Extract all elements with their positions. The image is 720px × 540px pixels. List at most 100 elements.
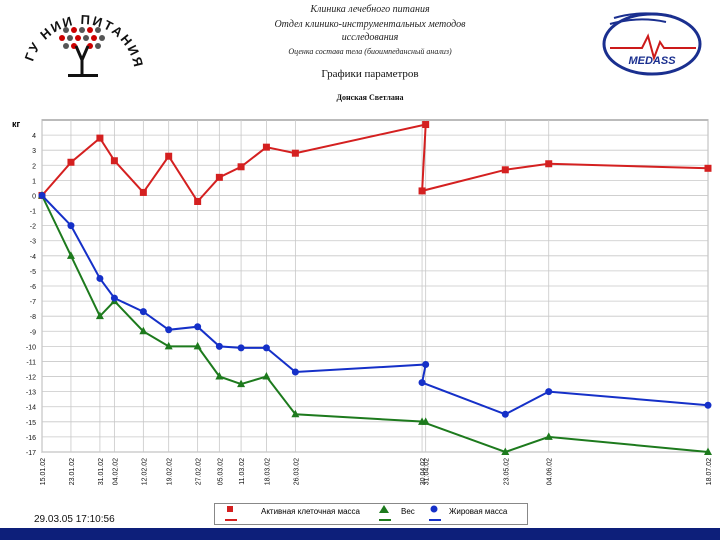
bottom-bar [0, 528, 720, 540]
legend: Активная клеточная масса Вес Жировая мас… [214, 503, 528, 525]
series-line [41, 123, 709, 204]
data-point [704, 447, 712, 455]
logo-figure [74, 45, 90, 74]
x-tick-label: 04.06.02 [547, 458, 554, 485]
data-point [66, 251, 75, 259]
x-tick-label: 15.01.02 [40, 458, 47, 485]
y-tick-label: -16 [26, 435, 36, 442]
legend-label: Жировая масса [449, 507, 508, 516]
data-point [67, 158, 75, 166]
data-point [215, 372, 224, 380]
legend-item-weight: Вес [377, 504, 417, 524]
legend-label: Активная клеточная масса [261, 507, 361, 516]
y-tick-label: -13 [26, 390, 36, 397]
header-line-3: исследования [341, 32, 399, 43]
y-tick-label: -6 [30, 284, 36, 291]
data-point [422, 360, 430, 368]
data-point [139, 326, 148, 335]
institute-logo: ГУ НИИ ПИТАНИЯ РАМН [18, 0, 145, 77]
data-point [237, 379, 246, 388]
legend-item-active-cell-mass: Активная клеточная масса [223, 504, 373, 524]
chart-subtitle: Донская Светлана [336, 93, 404, 102]
data-point [237, 163, 245, 171]
chart-title: Графики параметров [321, 68, 419, 80]
x-tick-label: 23.01.02 [69, 458, 76, 485]
x-tick-label: 23.05.02 [503, 458, 510, 485]
data-point [704, 164, 712, 172]
x-tick-label: 18.07.02 [706, 458, 713, 485]
data-point [262, 344, 270, 352]
data-point [501, 410, 509, 418]
data-point [139, 188, 147, 196]
y-tick-label: -4 [30, 254, 36, 261]
data-point [193, 341, 202, 350]
data-point [418, 379, 426, 387]
y-tick-label: -10 [26, 344, 36, 351]
medass-logo: MEDASS [602, 12, 702, 76]
data-point [215, 173, 223, 181]
x-tick-label: 18.03.02 [264, 458, 271, 485]
data-point [95, 311, 104, 320]
y-tick-label: -12 [26, 375, 36, 382]
data-point [501, 166, 509, 174]
y-tick-label: 0 [32, 193, 36, 200]
data-point [96, 134, 104, 142]
y-tick-label: 3 [32, 148, 36, 155]
data-point [139, 308, 147, 316]
data-point [545, 160, 553, 168]
y-tick-label: -15 [26, 420, 36, 427]
data-point [96, 274, 104, 282]
y-tick-label: -5 [30, 269, 36, 276]
data-point [215, 342, 223, 350]
data-point [418, 417, 427, 425]
y-tick-label: 1 [32, 178, 36, 185]
x-tick-label: 19.02.02 [167, 458, 174, 485]
data-point [237, 344, 245, 352]
data-point [262, 372, 271, 380]
y-tick-label: 2 [32, 163, 36, 170]
x-tick-label: 04.02.02 [112, 458, 119, 485]
legend-marker-triangle [379, 505, 391, 521]
x-tick-label: 26.03.02 [293, 458, 300, 485]
data-point [704, 401, 712, 409]
data-point [501, 447, 510, 455]
data-point [194, 197, 202, 205]
header-line-1: Клиника лечебного питания [310, 4, 430, 15]
y-tick-label: -14 [26, 405, 36, 412]
x-tick-label: 27.02.02 [196, 458, 203, 485]
data-point [164, 341, 173, 350]
x-tick-label: 30.04.02 [420, 458, 427, 485]
y-tick-label: -7 [30, 299, 36, 306]
timestamp: 29.03.05 17:10:56 [34, 514, 115, 525]
x-tick-label: 12.02.02 [141, 458, 148, 485]
data-point [291, 368, 299, 376]
logo-text: MEDASS [628, 55, 676, 67]
x-tick-label: 11.03.02 [239, 458, 246, 485]
x-tick-label: 31.01.02 [98, 458, 105, 485]
y-tick-label: -8 [30, 314, 36, 321]
legend-marker-circle [429, 505, 441, 521]
data-point [38, 191, 46, 199]
legend-label: Вес [401, 507, 415, 516]
y-axis-label: кг [12, 119, 21, 129]
data-point [545, 388, 553, 396]
y-tick-label: -2 [30, 224, 36, 231]
legend-marker-square [225, 506, 237, 521]
data-point [67, 222, 75, 230]
legend-item-fat-mass: Жировая масса [427, 504, 523, 524]
data-point [262, 143, 270, 151]
x-tick-label: 31.04.02 [424, 458, 431, 485]
data-point [544, 432, 553, 440]
y-tick-label: -1 [30, 209, 36, 216]
y-tick-label: -17 [26, 450, 36, 457]
y-tick-label: -9 [30, 329, 36, 336]
data-point [291, 149, 299, 157]
header-line-4: Оценка состава тела (биоимпедансный анал… [288, 47, 452, 56]
y-tick-label: -11 [26, 359, 36, 366]
data-point [418, 187, 426, 195]
series-line [41, 194, 709, 416]
data-point [110, 294, 118, 302]
series-line [41, 195, 709, 454]
data-point [165, 326, 173, 334]
data-point [194, 323, 202, 331]
